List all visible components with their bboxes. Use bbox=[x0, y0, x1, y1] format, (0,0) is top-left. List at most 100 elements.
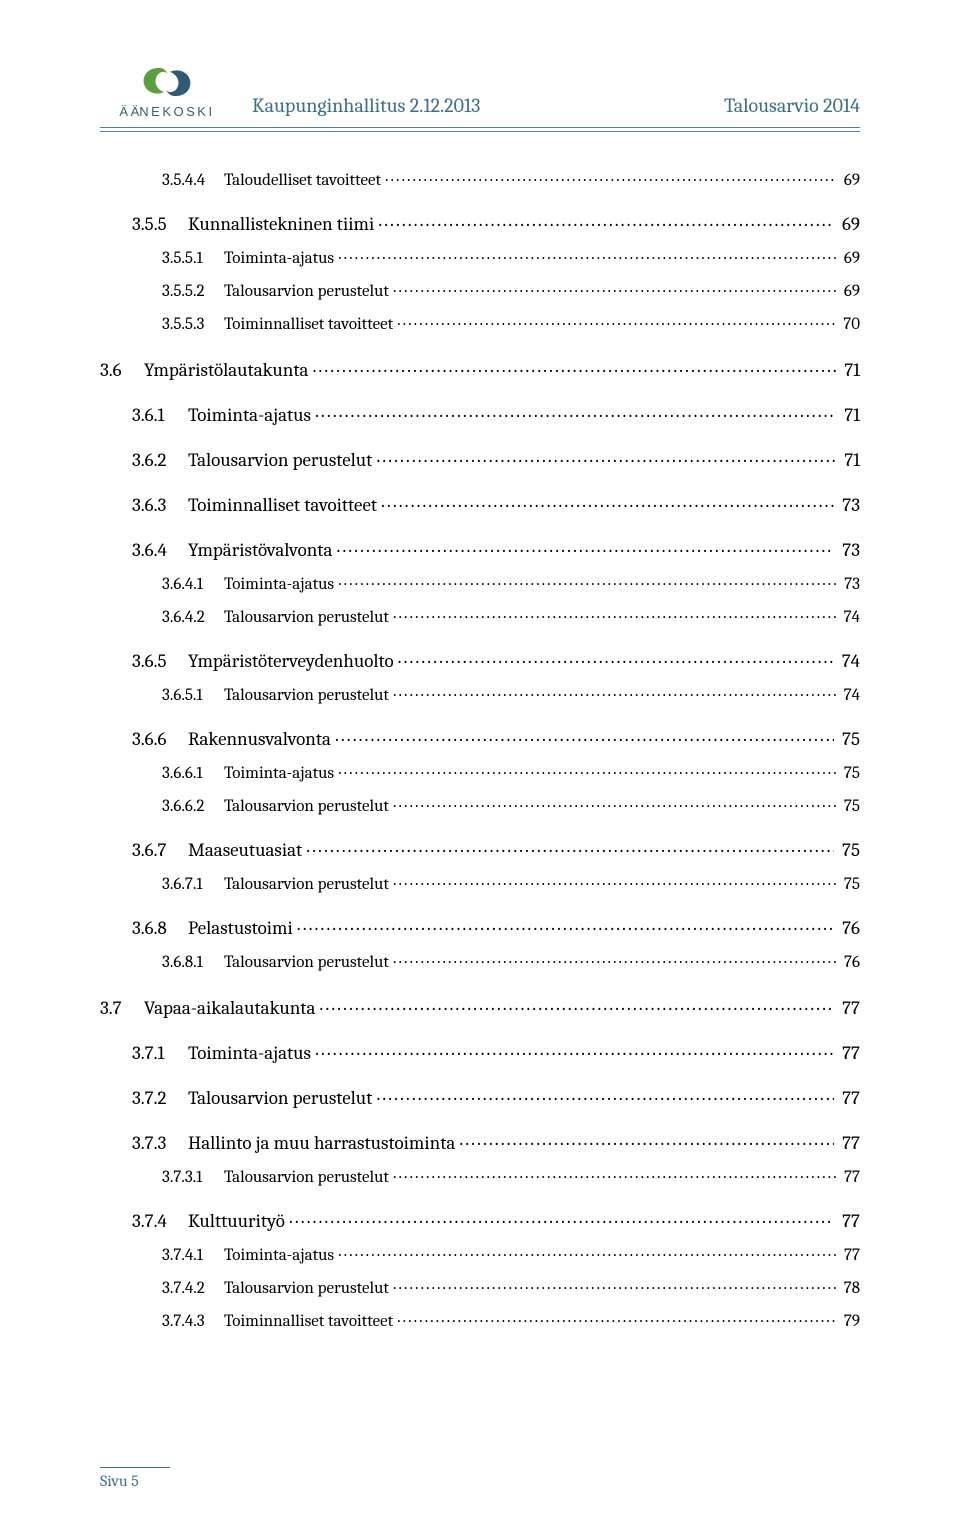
toc-entry: 3.7.2Talousarvion perustelut77 bbox=[132, 1085, 860, 1108]
toc-leader-dots bbox=[459, 1130, 834, 1149]
toc-title: Talousarvion perustelut bbox=[224, 283, 389, 300]
brand-logo: ÄÄNEKOSKI bbox=[100, 62, 234, 119]
toc-number: 3.6.4.2 bbox=[162, 609, 224, 626]
toc-entry: 3.7.4.1Toiminta-ajatus77 bbox=[162, 1243, 860, 1264]
toc-page-number: 73 bbox=[840, 576, 860, 593]
toc-page-number: 74 bbox=[840, 609, 860, 626]
toc-leader-dots bbox=[393, 279, 836, 296]
toc-leader-dots bbox=[393, 794, 836, 811]
toc-entry: 3.6.4.1Toiminta-ajatus73 bbox=[162, 572, 860, 593]
toc-page-number: 77 bbox=[838, 1044, 860, 1063]
toc-entry: 3.5.5Kunnallistekninen tiimi69 bbox=[132, 211, 860, 234]
toc-leader-dots bbox=[393, 950, 836, 967]
toc-number: 3.5.4.4 bbox=[162, 172, 224, 189]
header-left-text: Kaupunginhallitus 2.12.2013 bbox=[252, 94, 480, 117]
toc-page-number: 69 bbox=[840, 250, 860, 267]
toc-number: 3.6.7.1 bbox=[162, 876, 224, 893]
toc-title: Toiminta-ajatus bbox=[188, 406, 311, 425]
toc-number: 3.6.7 bbox=[132, 841, 188, 860]
toc-title: Pelastustoimi bbox=[188, 919, 293, 938]
toc-number: 3.7.4.1 bbox=[162, 1247, 224, 1264]
swirl-icon bbox=[138, 62, 196, 102]
toc-title: Vapaa-aikalautakunta bbox=[144, 999, 315, 1018]
toc-page-number: 75 bbox=[840, 798, 860, 815]
toc-number: 3.7.4 bbox=[132, 1212, 188, 1231]
toc-leader-dots bbox=[336, 537, 834, 556]
header-titles: Kaupunginhallitus 2.12.2013 Talousarvio … bbox=[252, 94, 860, 119]
toc-entry: 3.6.6Rakennusvalvonta75 bbox=[132, 726, 860, 749]
toc-page-number: 69 bbox=[840, 283, 860, 300]
toc-number: 3.6.5.1 bbox=[162, 687, 224, 704]
toc-title: Rakennusvalvonta bbox=[188, 730, 331, 749]
toc-title: Talousarvion perustelut bbox=[224, 609, 389, 626]
toc-number: 3.7.3.1 bbox=[162, 1169, 224, 1186]
toc-page-number: 76 bbox=[840, 954, 860, 971]
toc-entry: 3.5.5.2Talousarvion perustelut 69 bbox=[162, 279, 860, 300]
toc-leader-dots bbox=[306, 837, 834, 856]
toc-entry: 3.6.6.1Toiminta-ajatus75 bbox=[162, 761, 860, 782]
toc-entry: 3.6.5.1Talousarvion perustelut74 bbox=[162, 683, 860, 704]
toc-entry: 3.5.4.4Taloudelliset tavoitteet69 bbox=[162, 168, 860, 189]
toc-page-number: 77 bbox=[840, 1247, 860, 1264]
toc-entry: 3.6.6.2Talousarvion perustelut75 bbox=[162, 794, 860, 815]
toc-page-number: 77 bbox=[838, 999, 860, 1018]
toc-entry: 3.6.2Talousarvion perustelut71 bbox=[132, 447, 860, 470]
toc-title: Ympäristöterveydenhuolto bbox=[188, 652, 394, 671]
toc-number: 3.6.3 bbox=[132, 496, 188, 515]
toc-title: Toiminnalliset tavoitteet bbox=[224, 1313, 393, 1330]
table-of-contents: 3.5.4.4Taloudelliset tavoitteet69 3.5.5Ku… bbox=[100, 168, 860, 1330]
toc-entry: 3.6.4Ympäristövalvonta73 bbox=[132, 537, 860, 560]
toc-title: Talousarvion perustelut bbox=[224, 954, 389, 971]
toc-leader-dots bbox=[338, 1243, 836, 1260]
footer-page-label: Sivu 5 bbox=[100, 1472, 170, 1490]
toc-entry: 3.7.4.2Talousarvion perustelut 78 bbox=[162, 1276, 860, 1297]
toc-title: Toiminta-ajatus bbox=[224, 576, 334, 593]
toc-leader-dots bbox=[397, 312, 835, 329]
toc-page-number: 79 bbox=[840, 1313, 860, 1330]
toc-leader-dots bbox=[312, 357, 836, 376]
toc-title: Talousarvion perustelut bbox=[224, 798, 389, 815]
toc-title: Maaseutuasiat bbox=[188, 841, 302, 860]
toc-number: 3.7.4.2 bbox=[162, 1280, 224, 1297]
toc-title: Ympäristövalvonta bbox=[188, 541, 332, 560]
toc-title: Toiminta-ajatus bbox=[188, 1044, 311, 1063]
toc-leader-dots bbox=[376, 447, 836, 466]
toc-entry: 3.6.1Toiminta-ajatus71 bbox=[132, 402, 860, 425]
toc-page-number: 77 bbox=[838, 1134, 860, 1153]
toc-page-number: 77 bbox=[840, 1169, 860, 1186]
toc-entry: 3.5.5.1Toiminta-ajatus69 bbox=[162, 246, 860, 267]
toc-leader-dots bbox=[393, 683, 836, 700]
toc-entry: 3.5.5.3Toiminnalliset tavoitteet70 bbox=[162, 312, 860, 333]
toc-page-number: 75 bbox=[840, 876, 860, 893]
toc-entry: 3.6.8.1Talousarvion perustelut76 bbox=[162, 950, 860, 971]
toc-leader-dots bbox=[393, 1276, 836, 1293]
toc-title: Toiminnalliset tavoitteet bbox=[188, 496, 377, 515]
toc-entry: 3.7.3.1Talousarvion perustelut77 bbox=[162, 1165, 860, 1186]
toc-leader-dots bbox=[378, 211, 834, 230]
toc-title: Hallinto ja muu harrastustoiminta bbox=[188, 1134, 455, 1153]
document-page: ÄÄNEKOSKI Kaupunginhallitus 2.12.2013 Ta… bbox=[0, 0, 960, 1534]
toc-number: 3.5.5.2 bbox=[162, 283, 224, 300]
toc-title: Ympäristölautakunta bbox=[144, 361, 308, 380]
toc-leader-dots bbox=[393, 872, 836, 889]
toc-entry: 3.7Vapaa-aikalautakunta 77 bbox=[100, 995, 860, 1018]
toc-page-number: 75 bbox=[838, 841, 860, 860]
footer-rule bbox=[100, 1467, 170, 1468]
toc-number: 3.7.2 bbox=[132, 1089, 188, 1108]
toc-entry: 3.7.3Hallinto ja muu harrastustoiminta 77 bbox=[132, 1130, 860, 1153]
toc-number: 3.5.5.1 bbox=[162, 250, 224, 267]
toc-page-number: 74 bbox=[838, 652, 860, 671]
header-right-text: Talousarvio 2014 bbox=[724, 94, 860, 117]
toc-leader-dots bbox=[289, 1208, 834, 1227]
toc-number: 3.6 bbox=[100, 361, 144, 380]
toc-page-number: 78 bbox=[840, 1280, 860, 1297]
toc-leader-dots bbox=[335, 726, 834, 745]
toc-number: 3.7 bbox=[100, 999, 144, 1018]
toc-number: 3.7.3 bbox=[132, 1134, 188, 1153]
toc-number: 3.5.5.3 bbox=[162, 316, 224, 333]
toc-page-number: 77 bbox=[838, 1212, 860, 1231]
toc-title: Talousarvion perustelut bbox=[224, 1280, 389, 1297]
toc-number: 3.7.1 bbox=[132, 1044, 188, 1063]
header-rule bbox=[100, 127, 860, 132]
toc-page-number: 75 bbox=[838, 730, 860, 749]
